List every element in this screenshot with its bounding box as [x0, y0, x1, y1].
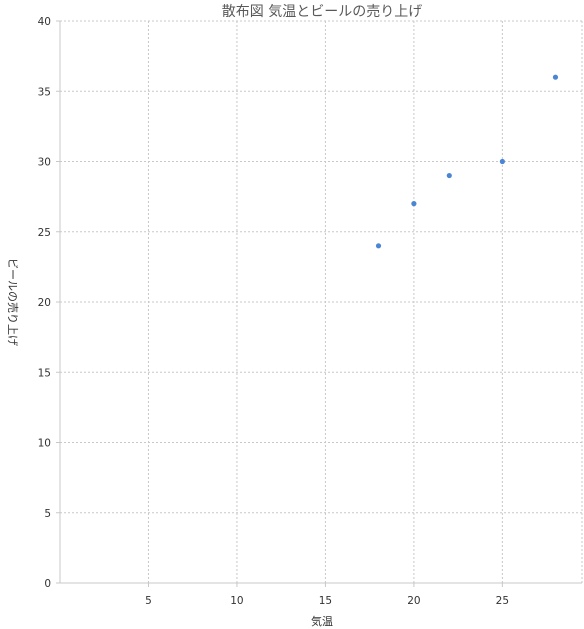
chart-title: 散布図 気温とビールの売り上げ	[222, 4, 422, 20]
data-point	[499, 158, 505, 165]
data-point	[552, 74, 559, 80]
tick-labels: 0 5 10 15 20 25 30 35 40 5 10 15 20 25	[38, 16, 509, 607]
x-tick-label: 15	[319, 595, 332, 607]
y-axis-label: ビールの売り上げ	[6, 258, 19, 346]
y-tick-label: 15	[38, 367, 51, 379]
y-tick-label: 25	[38, 227, 51, 239]
data-point	[411, 201, 417, 207]
y-tick-label: 0	[44, 578, 51, 590]
x-tick-label: 25	[496, 595, 509, 607]
x-tick-label: 10	[230, 595, 243, 607]
y-tick-label: 5	[44, 508, 51, 520]
y-tick-label: 10	[38, 438, 51, 450]
y-tick-label: 20	[38, 297, 51, 309]
data-points	[375, 74, 559, 249]
x-axis-label: 気温	[311, 614, 333, 628]
data-point	[375, 243, 382, 249]
x-tick-label: 5	[145, 595, 152, 607]
y-tick-label: 40	[38, 16, 51, 28]
x-tick-label: 20	[407, 595, 420, 607]
data-point	[446, 172, 452, 179]
y-tick-label: 30	[38, 157, 51, 169]
y-tick-label: 35	[38, 86, 51, 98]
grid	[60, 20, 583, 583]
